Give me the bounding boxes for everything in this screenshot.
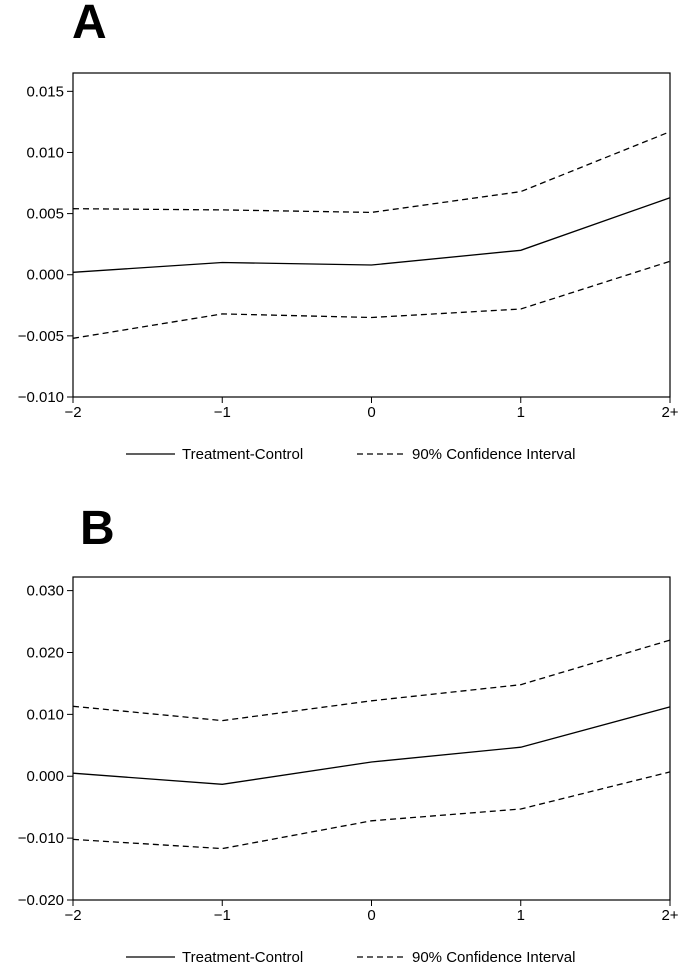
y-tick-label: 0.000 xyxy=(26,267,64,284)
x-tick-label: 0 xyxy=(367,404,375,421)
panel-label: A xyxy=(72,0,107,49)
y-tick-label: 0.030 xyxy=(26,583,64,600)
x-tick-label: 2+ xyxy=(661,404,678,421)
y-tick-label: 0.005 xyxy=(26,206,64,223)
y-tick-label: 0.000 xyxy=(26,768,64,785)
plot-frame xyxy=(72,72,671,398)
x-tick-label: 2+ xyxy=(661,907,678,924)
x-tick-label: −1 xyxy=(214,907,231,924)
x-tick-label: −2 xyxy=(64,907,81,924)
ci-lower-line xyxy=(72,771,671,850)
x-tick-label: 1 xyxy=(517,907,525,924)
legend-label: Treatment-Control xyxy=(182,446,303,463)
treatment-control-line xyxy=(72,197,671,273)
x-tick-label: 1 xyxy=(517,404,525,421)
chart-panel-a: A −0.010 −0.005 0.000 0.005 0.010 0.015 −2 −1 0 1 2… xyxy=(18,0,679,463)
y-tick-label: 0.020 xyxy=(26,644,64,661)
legend-label: 90% Confidence Interval xyxy=(412,949,575,966)
y-tick-label: −0.005 xyxy=(18,328,64,345)
ci-upper-line xyxy=(72,131,671,214)
ci-lower-line xyxy=(72,260,671,339)
legend-label: 90% Confidence Interval xyxy=(412,446,575,463)
x-tick-label: −1 xyxy=(214,404,231,421)
ci-upper-line xyxy=(72,639,671,722)
plot-frame xyxy=(72,576,671,901)
x-tick-label: 0 xyxy=(367,907,375,924)
y-tick-label: 0.015 xyxy=(26,83,64,100)
y-tick-label: 0.010 xyxy=(26,144,64,161)
x-tick-label: −2 xyxy=(64,404,81,421)
y-tick-label: −0.010 xyxy=(18,830,64,847)
legend-label: Treatment-Control xyxy=(182,949,303,966)
y-tick-label: 0.010 xyxy=(26,706,64,723)
y-tick-label: −0.020 xyxy=(18,892,64,909)
panel-label: B xyxy=(80,502,115,555)
treatment-control-line xyxy=(72,706,671,785)
y-tick-label: −0.010 xyxy=(18,389,64,406)
chart-panel-b: B −0.020 −0.010 0.000 0.010 0.020 0.030 −2 −1 0 1 2… xyxy=(18,502,679,966)
